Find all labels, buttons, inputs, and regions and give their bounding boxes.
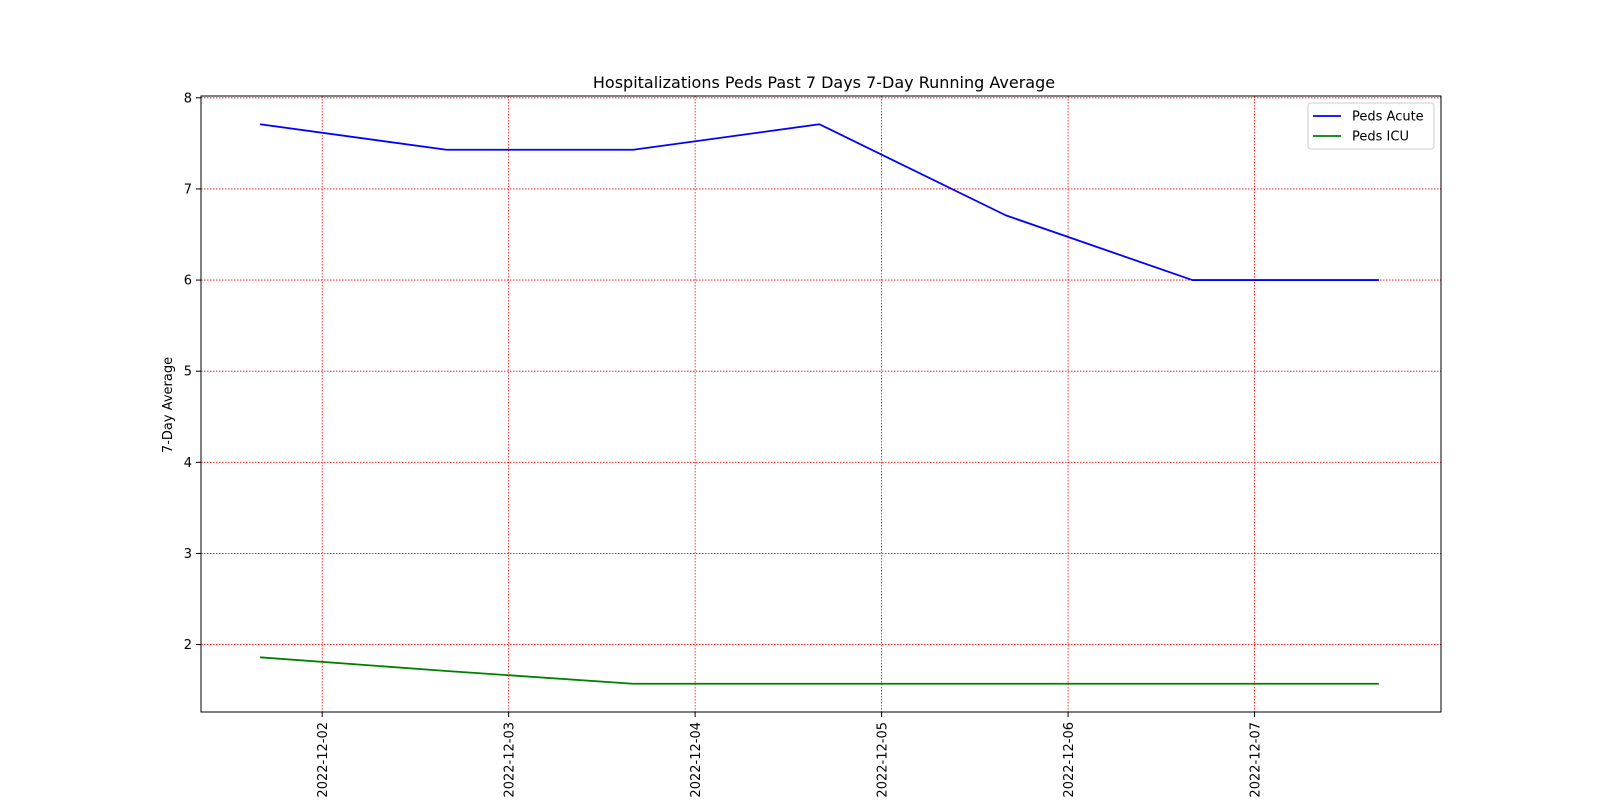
y-tick-label: 7 [184,182,192,197]
y-tick-label: 6 [184,274,192,289]
y-tick-label: 4 [184,456,192,471]
x-tick-label: 2022-12-02 [316,722,331,798]
legend-label: Peds Acute [1352,110,1424,125]
x-tick-label: 2022-12-07 [1249,722,1264,798]
y-tick-label: 8 [184,91,192,106]
y-axis-label: 7-Day Average [161,357,176,453]
legend-box [1307,102,1435,150]
x-tick-label: 2022-12-06 [1062,722,1077,798]
legend-label: Peds ICU [1352,130,1409,145]
chart-title: Hospitalizations Peds Past 7 Days 7-Day … [593,73,1055,92]
x-tick-label: 2022-12-04 [689,722,704,798]
y-tick-label: 3 [184,547,192,562]
x-tick-label: 2022-12-05 [876,722,891,798]
series-line-peds-icu [259,656,1379,685]
y-tick-label: 2 [184,638,192,653]
grid-lines [201,96,1441,712]
plot-frame [200,95,1442,713]
legend: Peds Acute Peds ICU [1307,102,1435,150]
y-tick-label: 5 [184,365,192,380]
series-line-peds-acute [259,123,1379,281]
series-lines [259,123,1379,685]
axes: 2 3 4 5 6 7 8 2022-12-02 2022-12-03 2022-12-04 202… [184,91,1442,798]
x-tick-label: 2022-12-03 [503,722,518,798]
